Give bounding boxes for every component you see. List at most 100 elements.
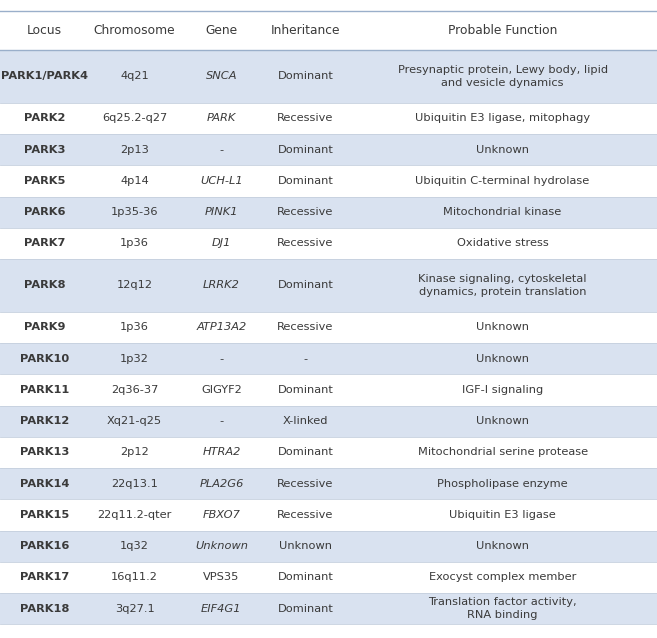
- Text: UCH-L1: UCH-L1: [200, 176, 242, 186]
- Text: Unknown: Unknown: [279, 541, 332, 551]
- Text: Xq21-q25: Xq21-q25: [107, 416, 162, 426]
- Text: -: -: [219, 416, 223, 426]
- Bar: [0, 562, 657, 593]
- Text: PARK10: PARK10: [20, 353, 69, 364]
- Bar: [0, 197, 657, 228]
- Text: Dominant: Dominant: [277, 281, 334, 290]
- Text: 1p35-36: 1p35-36: [111, 207, 158, 217]
- Text: Translation factor activity,
RNA binding: Translation factor activity, RNA binding: [428, 597, 577, 620]
- Bar: [0, 531, 657, 562]
- Text: PARK11: PARK11: [20, 385, 69, 395]
- Text: Dominant: Dominant: [277, 447, 334, 457]
- Bar: [0, 103, 657, 134]
- Bar: [0, 593, 657, 625]
- Text: PLA2G6: PLA2G6: [199, 478, 244, 489]
- Text: Dominant: Dominant: [277, 176, 334, 186]
- Text: IGF-I signaling: IGF-I signaling: [462, 385, 543, 395]
- Text: Inheritance: Inheritance: [271, 24, 340, 37]
- Text: PARK16: PARK16: [20, 541, 70, 551]
- Text: HTRA2: HTRA2: [202, 447, 240, 457]
- Text: Recessive: Recessive: [277, 114, 334, 123]
- Text: X-linked: X-linked: [283, 416, 328, 426]
- Bar: [0, 437, 657, 468]
- Bar: [0, 468, 657, 500]
- Text: Chromosome: Chromosome: [94, 24, 175, 37]
- Text: 3q27.1: 3q27.1: [115, 604, 154, 614]
- Text: Ubiquitin E3 ligase: Ubiquitin E3 ligase: [449, 510, 556, 520]
- Text: PARK14: PARK14: [20, 478, 70, 489]
- Text: 6q25.2-q27: 6q25.2-q27: [102, 114, 168, 123]
- Text: Dominant: Dominant: [277, 385, 334, 395]
- Text: 1p36: 1p36: [120, 322, 149, 332]
- Text: Ubiquitin E3 ligase, mitophagy: Ubiquitin E3 ligase, mitophagy: [415, 114, 590, 123]
- Bar: [0, 165, 657, 197]
- Text: VPS35: VPS35: [203, 572, 240, 582]
- Text: Recessive: Recessive: [277, 207, 334, 217]
- Text: Kinase signaling, cytoskeletal
dynamics, protein translation: Kinase signaling, cytoskeletal dynamics,…: [419, 274, 587, 297]
- Text: 12q12: 12q12: [117, 281, 152, 290]
- Text: PARK15: PARK15: [20, 510, 69, 520]
- Bar: [0, 11, 657, 50]
- Text: Recessive: Recessive: [277, 322, 334, 332]
- Text: Dominant: Dominant: [277, 145, 334, 154]
- Text: Locus: Locus: [27, 24, 62, 37]
- Text: DJ1: DJ1: [212, 239, 231, 248]
- Bar: [0, 406, 657, 437]
- Text: PARK17: PARK17: [20, 572, 69, 582]
- Text: PARK1/PARK4: PARK1/PARK4: [1, 71, 88, 82]
- Bar: [0, 375, 657, 406]
- Text: 2q36-37: 2q36-37: [111, 385, 158, 395]
- Text: -: -: [219, 145, 223, 154]
- Text: PARK: PARK: [207, 114, 236, 123]
- Bar: [0, 134, 657, 165]
- Text: 16q11.2: 16q11.2: [111, 572, 158, 582]
- Text: 1p32: 1p32: [120, 353, 149, 364]
- Text: Mitochondrial serine protease: Mitochondrial serine protease: [418, 447, 587, 457]
- Text: Dominant: Dominant: [277, 71, 334, 82]
- Text: Phospholipase enzyme: Phospholipase enzyme: [438, 478, 568, 489]
- Bar: [0, 500, 657, 531]
- Bar: [0, 312, 657, 343]
- Text: PARK3: PARK3: [24, 145, 66, 154]
- Text: PARK18: PARK18: [20, 604, 70, 614]
- Text: Gene: Gene: [206, 24, 237, 37]
- Text: SNCA: SNCA: [206, 71, 237, 82]
- Text: PARK5: PARK5: [24, 176, 65, 186]
- Text: 2p12: 2p12: [120, 447, 149, 457]
- Text: -: -: [304, 353, 307, 364]
- Text: PARK6: PARK6: [24, 207, 66, 217]
- Text: GIGYF2: GIGYF2: [201, 385, 242, 395]
- Bar: [0, 50, 657, 103]
- Text: Mitochondrial kinase: Mitochondrial kinase: [443, 207, 562, 217]
- Text: 1p36: 1p36: [120, 239, 149, 248]
- Text: PARK2: PARK2: [24, 114, 65, 123]
- Text: PARK7: PARK7: [24, 239, 65, 248]
- Text: 2p13: 2p13: [120, 145, 149, 154]
- Text: LRRK2: LRRK2: [203, 281, 240, 290]
- Text: 1q32: 1q32: [120, 541, 149, 551]
- Bar: [0, 228, 657, 259]
- Text: Dominant: Dominant: [277, 604, 334, 614]
- Text: ATP13A2: ATP13A2: [196, 322, 246, 332]
- Text: 22q13.1: 22q13.1: [111, 478, 158, 489]
- Text: Dominant: Dominant: [277, 572, 334, 582]
- Text: PARK12: PARK12: [20, 416, 69, 426]
- Text: 22q11.2-qter: 22q11.2-qter: [97, 510, 172, 520]
- Text: Unknown: Unknown: [476, 353, 529, 364]
- Text: Unknown: Unknown: [476, 145, 529, 154]
- Bar: [0, 625, 657, 638]
- Text: 4p14: 4p14: [120, 176, 149, 186]
- Text: Unknown: Unknown: [476, 541, 529, 551]
- Text: Unknown: Unknown: [195, 541, 248, 551]
- Bar: [0, 343, 657, 375]
- Text: PARK13: PARK13: [20, 447, 70, 457]
- Text: Probable Function: Probable Function: [448, 24, 557, 37]
- Text: Unknown: Unknown: [476, 416, 529, 426]
- Text: Unknown: Unknown: [476, 322, 529, 332]
- Text: Ubiquitin C-terminal hydrolase: Ubiquitin C-terminal hydrolase: [415, 176, 590, 186]
- Text: Oxidative stress: Oxidative stress: [457, 239, 549, 248]
- Text: Recessive: Recessive: [277, 239, 334, 248]
- Text: PINK1: PINK1: [205, 207, 238, 217]
- Text: Recessive: Recessive: [277, 510, 334, 520]
- Text: 4q21: 4q21: [120, 71, 149, 82]
